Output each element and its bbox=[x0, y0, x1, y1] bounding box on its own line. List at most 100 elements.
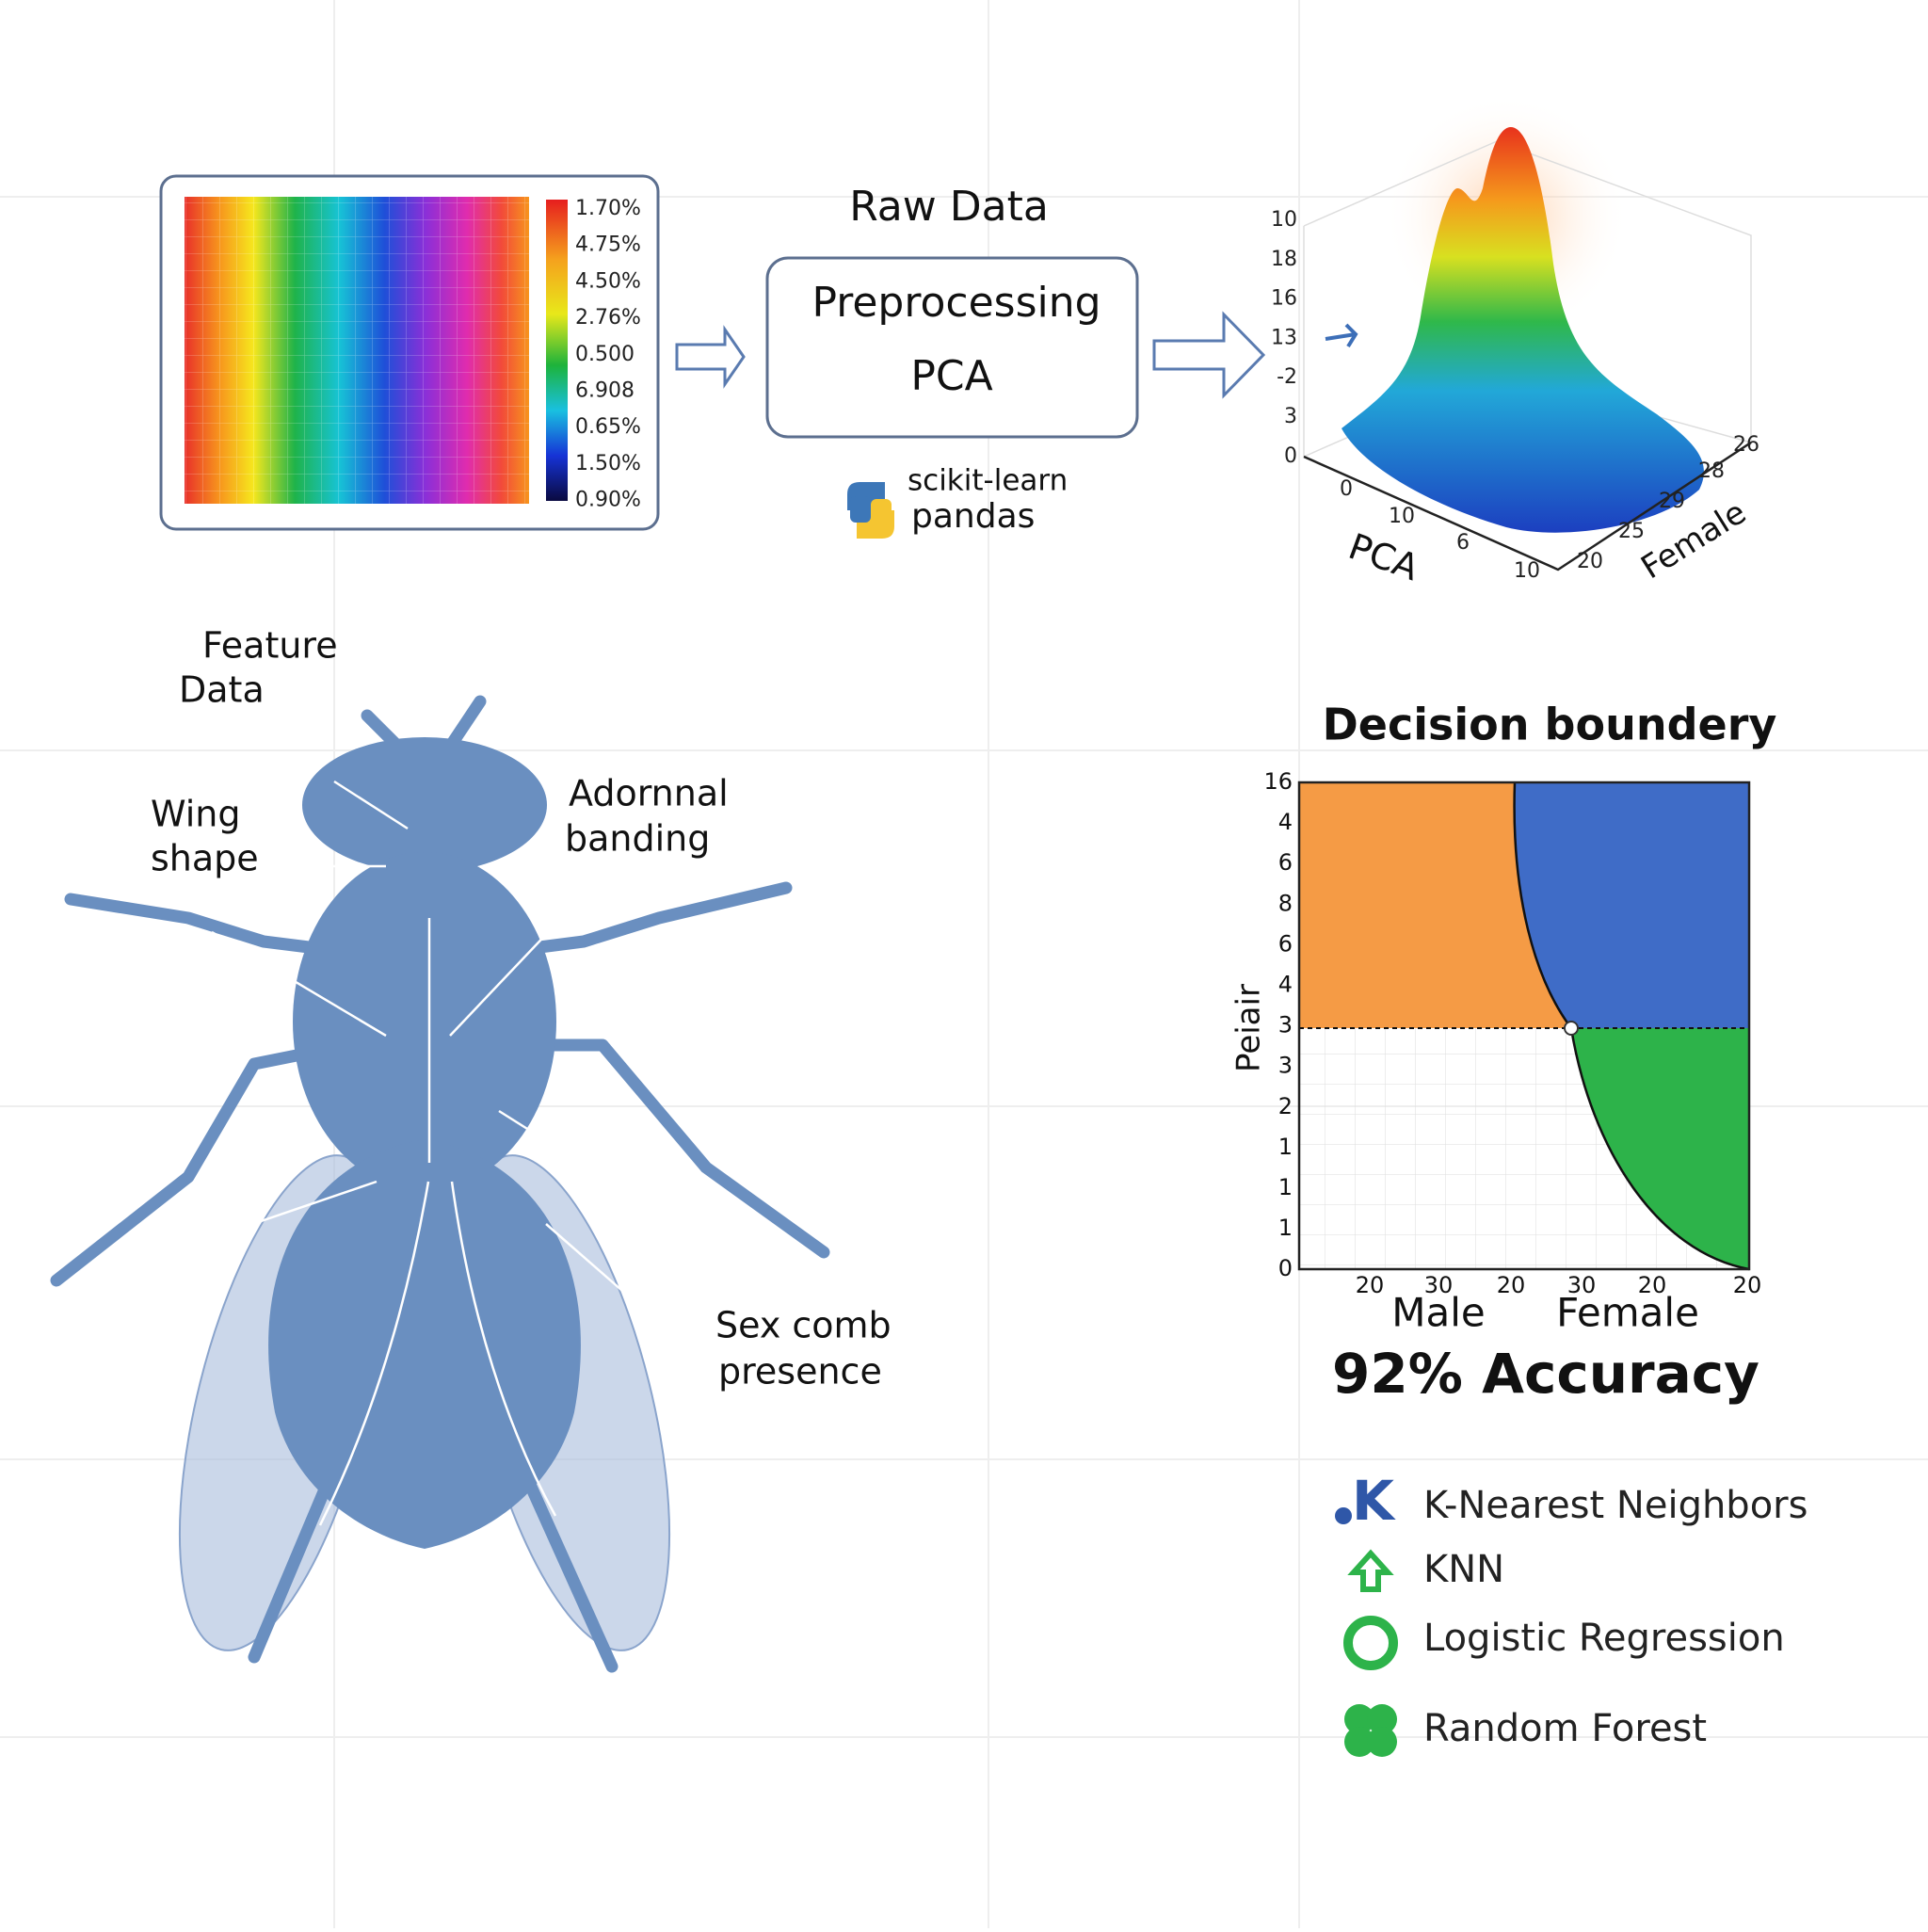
z-tick-label: 10 bbox=[1271, 208, 1297, 232]
shape bbox=[1367, 1727, 1397, 1757]
shape bbox=[268, 1139, 581, 1549]
shape bbox=[449, 889, 589, 1037]
z-tick-label: 13 bbox=[1271, 326, 1297, 349]
y-tick-label: 1 bbox=[1278, 1174, 1293, 1200]
y-tick-label: 29 bbox=[1659, 490, 1685, 513]
colorbar-label: 1.70% bbox=[575, 197, 641, 220]
y-tick-label: 26 bbox=[1733, 433, 1759, 457]
icon-dot bbox=[1335, 1507, 1352, 1524]
shape: 1.70% 4.75% 4.50% 2.76% 0.500 6.908 0.65% 1.50%… bbox=[575, 197, 641, 512]
shape bbox=[1344, 1727, 1374, 1757]
x-tick-label: 30 bbox=[1424, 1272, 1454, 1298]
x-tick-label: 20 bbox=[1356, 1272, 1385, 1298]
x-tick-label: 10 bbox=[1389, 505, 1415, 528]
shape bbox=[1303, 441, 1752, 572]
z-tick-label: 16 bbox=[1271, 287, 1297, 311]
feature-label: shape bbox=[151, 838, 259, 879]
x-tick-label: 6 bbox=[1456, 531, 1470, 555]
shape bbox=[504, 881, 793, 958]
fly-silhouette bbox=[50, 695, 830, 1673]
y-axis-label: Peiair bbox=[1230, 984, 1268, 1072]
shape bbox=[1367, 1704, 1397, 1734]
feature-label: presence bbox=[718, 1351, 882, 1393]
shape bbox=[1342, 127, 1704, 533]
arrow bbox=[675, 325, 746, 389]
feature-label: Sex comb bbox=[715, 1305, 892, 1346]
shape bbox=[361, 709, 402, 750]
y-tick-label: 1 bbox=[1278, 1215, 1293, 1241]
pca-3d-plot bbox=[1303, 94, 1752, 572]
plot-frame bbox=[1297, 781, 1751, 1271]
shape: 10 18 16 13 -2 3 0 0 10 6 10 20 25 29 28 26 bbox=[1271, 208, 1759, 583]
shape bbox=[850, 496, 871, 523]
arrow bbox=[1152, 311, 1266, 399]
model-name: K-Nearest Neighbors bbox=[1423, 1484, 1808, 1527]
library: scikit-learn bbox=[908, 464, 1068, 498]
y-tick-label: 1 bbox=[1278, 1134, 1293, 1160]
y-tick-label: 0 bbox=[1278, 1255, 1293, 1281]
colorbar-label: 0.65% bbox=[575, 415, 641, 439]
colorbar-label: 6.908 bbox=[575, 379, 635, 403]
shape bbox=[302, 737, 547, 873]
step-line: Preprocessing bbox=[811, 279, 1101, 327]
y-tick-label: 28 bbox=[1698, 459, 1725, 483]
class-label: Female bbox=[1556, 1290, 1699, 1336]
colorbar bbox=[546, 200, 568, 501]
axis-label: PCA bbox=[1343, 525, 1424, 588]
z-tick-label: 0 bbox=[1284, 444, 1297, 468]
colorbar-label: 0.500 bbox=[575, 343, 635, 366]
heatmap-grid bbox=[185, 197, 529, 504]
y-tick-label: 3 bbox=[1278, 1053, 1293, 1079]
class-label: Male bbox=[1391, 1290, 1485, 1336]
y-tick-label: 6 bbox=[1278, 849, 1293, 876]
shape bbox=[64, 893, 345, 958]
model-name: Logistic Regression bbox=[1423, 1617, 1785, 1660]
feature-label: Wing bbox=[151, 794, 241, 835]
icon bbox=[1343, 1616, 1398, 1670]
z-tick-label: -2 bbox=[1277, 365, 1297, 389]
shape bbox=[318, 1181, 430, 1526]
y-tick-label: 25 bbox=[1618, 520, 1645, 543]
colorbar-label: 2.76% bbox=[575, 306, 641, 330]
region-orange bbox=[1299, 782, 1571, 1028]
shape bbox=[871, 499, 892, 525]
python-icon bbox=[847, 482, 894, 539]
boundary-point bbox=[1564, 1021, 1579, 1036]
z-tick-label: 18 bbox=[1271, 248, 1297, 271]
shape bbox=[545, 1223, 698, 1357]
y-tick-label: 6 bbox=[1278, 930, 1293, 957]
y-tick-label: 2 bbox=[1278, 1093, 1293, 1119]
shape bbox=[1325, 323, 1358, 348]
x-tick-label: 10 bbox=[1514, 559, 1540, 583]
shape bbox=[333, 780, 409, 830]
y-tick-label: 4 bbox=[1278, 809, 1293, 835]
z-tick-label: 3 bbox=[1284, 405, 1297, 428]
shape bbox=[1344, 1704, 1374, 1734]
model-name: Random Forest bbox=[1423, 1707, 1707, 1750]
icon bbox=[1347, 1549, 1394, 1592]
y-tick-label: 3 bbox=[1278, 1012, 1293, 1038]
shape bbox=[445, 695, 487, 750]
region-green bbox=[1571, 1028, 1749, 1269]
x-tick-label: 30 bbox=[1567, 1272, 1597, 1298]
shape bbox=[1303, 140, 1752, 443]
accuracy: 92% Accuracy bbox=[1332, 1342, 1759, 1406]
library: pandas bbox=[911, 497, 1035, 536]
y-tick-label: 4 bbox=[1278, 972, 1293, 998]
colorbar-label: 4.75% bbox=[575, 233, 641, 257]
x-tick-label: 20 bbox=[1638, 1272, 1667, 1298]
region-blue bbox=[1514, 782, 1749, 1028]
colorbar-label: 4.50% bbox=[575, 269, 641, 293]
shape bbox=[498, 1109, 754, 1273]
shape bbox=[450, 1181, 557, 1517]
colorbar-label: 1.50% bbox=[575, 452, 641, 475]
x-tick-label: 0 bbox=[1340, 477, 1353, 501]
pipeline-title: Raw Data bbox=[849, 183, 1049, 231]
y-tick-label: 16 bbox=[1263, 768, 1293, 795]
y-tick-label: 20 bbox=[1577, 550, 1603, 573]
pipeline-box bbox=[765, 256, 1139, 439]
model-name: KNN bbox=[1423, 1548, 1504, 1591]
feature-label: Data bbox=[179, 669, 265, 711]
